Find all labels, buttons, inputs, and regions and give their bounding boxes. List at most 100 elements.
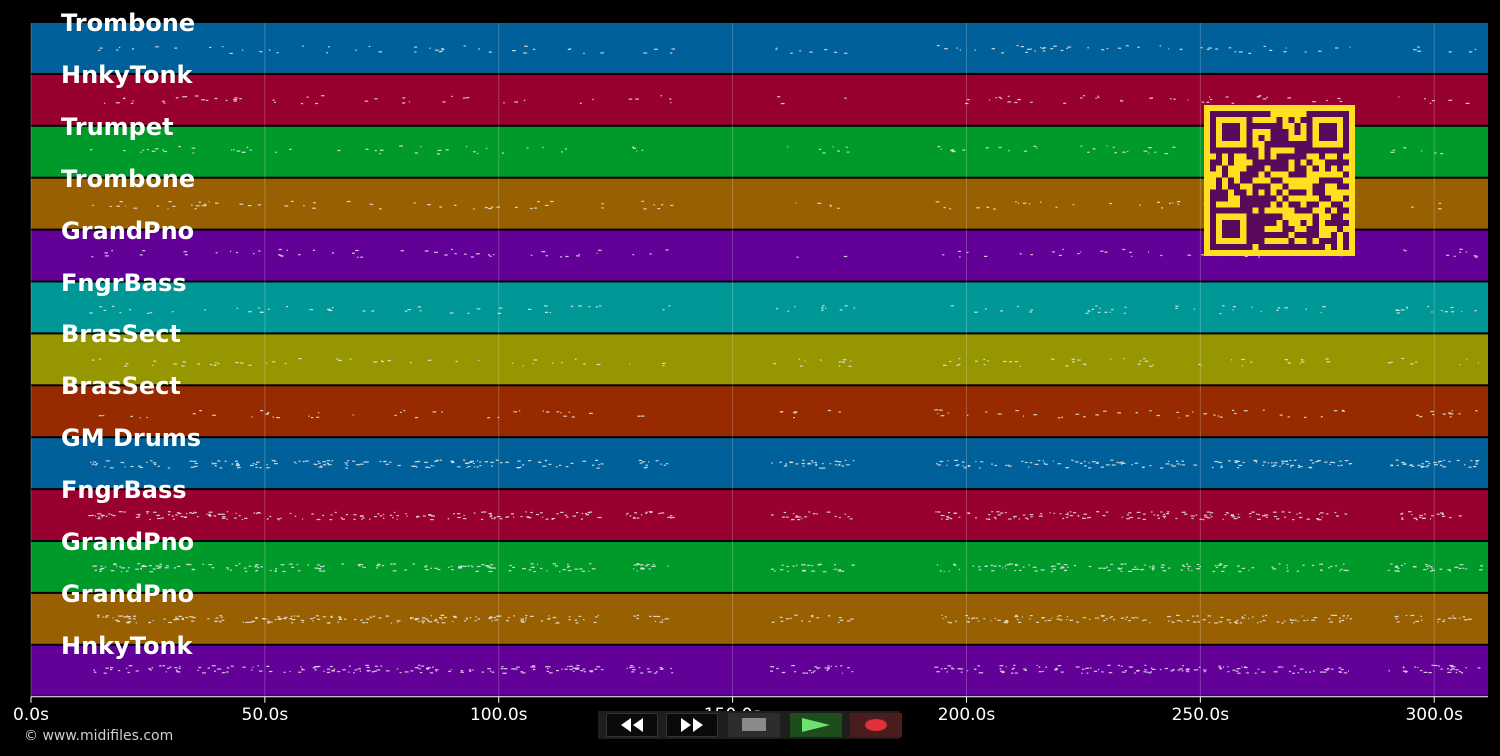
note-mark xyxy=(781,671,786,674)
note-mark xyxy=(801,620,803,622)
note-mark xyxy=(1192,615,1195,617)
note-mark xyxy=(972,565,975,567)
note-mark xyxy=(366,666,370,668)
note-mark xyxy=(1461,311,1463,313)
note-mark xyxy=(172,205,176,207)
note-mark xyxy=(1265,516,1268,518)
note-mark xyxy=(1176,620,1181,622)
note-mark xyxy=(1431,568,1433,570)
note-mark xyxy=(513,615,515,617)
note-mark xyxy=(990,620,992,622)
note-mark xyxy=(1251,306,1253,308)
note-mark xyxy=(313,617,316,619)
fast-forward-icon xyxy=(681,718,703,732)
note-mark xyxy=(148,668,151,670)
note-mark xyxy=(1459,248,1463,250)
note-mark xyxy=(780,103,785,105)
note-mark xyxy=(1237,513,1239,515)
note-mark xyxy=(1142,358,1146,360)
note-mark xyxy=(1257,518,1261,520)
rewind-button[interactable] xyxy=(606,713,658,737)
note-mark xyxy=(996,511,1000,513)
play-button[interactable] xyxy=(790,713,842,737)
note-mark xyxy=(1060,49,1064,52)
note-mark xyxy=(802,459,805,461)
note-mark xyxy=(1410,363,1414,365)
note-mark xyxy=(1041,617,1045,619)
note-mark xyxy=(150,460,153,462)
note-mark xyxy=(429,672,433,674)
note-mark xyxy=(1273,515,1277,518)
note-mark xyxy=(1401,512,1404,514)
note-mark xyxy=(645,511,648,513)
note-mark xyxy=(168,201,172,203)
note-mark xyxy=(383,517,385,519)
note-mark xyxy=(636,570,638,572)
note-mark xyxy=(787,570,789,572)
stop-button[interactable] xyxy=(728,713,780,737)
note-mark xyxy=(1143,619,1147,621)
note-mark xyxy=(149,518,151,521)
note-mark xyxy=(183,251,188,253)
note-mark xyxy=(771,621,774,623)
note-mark xyxy=(524,45,528,47)
note-mark xyxy=(1459,364,1461,366)
note-mark xyxy=(242,621,244,623)
note-mark xyxy=(1088,462,1090,464)
note-mark xyxy=(1160,511,1163,513)
note-mark xyxy=(433,620,438,622)
note-mark xyxy=(1320,312,1322,314)
note-mark xyxy=(117,620,121,623)
note-mark xyxy=(816,667,821,669)
note-mark xyxy=(176,512,180,514)
note-mark xyxy=(274,619,277,621)
note-mark xyxy=(420,146,422,148)
note-mark xyxy=(1103,567,1107,569)
note-mark xyxy=(1008,518,1012,520)
note-mark xyxy=(484,461,488,463)
note-mark xyxy=(939,570,942,572)
note-mark xyxy=(1162,515,1167,517)
record-button[interactable] xyxy=(850,713,902,737)
note-mark xyxy=(1191,570,1193,572)
note-mark xyxy=(773,570,776,572)
note-mark xyxy=(488,51,492,53)
note-mark xyxy=(830,665,832,667)
fast-forward-button[interactable] xyxy=(666,713,718,737)
note-mark xyxy=(1009,361,1013,363)
note-mark xyxy=(1001,52,1005,54)
note-mark xyxy=(1401,517,1404,519)
note-mark xyxy=(476,466,479,468)
note-mark xyxy=(1427,464,1430,467)
note-mark xyxy=(365,461,369,463)
note-mark xyxy=(559,571,561,573)
note-mark xyxy=(154,463,157,466)
note-mark xyxy=(533,359,538,361)
note-mark xyxy=(100,568,104,570)
note-mark xyxy=(545,204,549,206)
note-mark xyxy=(185,96,188,98)
note-mark xyxy=(1020,46,1025,48)
note-mark xyxy=(327,46,330,48)
note-mark xyxy=(1095,305,1098,307)
note-mark xyxy=(1397,567,1400,570)
note-mark xyxy=(332,670,335,672)
note-mark xyxy=(469,669,472,671)
note-mark xyxy=(404,671,409,673)
note-mark xyxy=(1016,618,1019,621)
note-mark xyxy=(1480,565,1483,567)
note-mark xyxy=(987,518,991,520)
note-mark xyxy=(465,617,469,619)
note-mark xyxy=(1008,563,1013,565)
note-mark xyxy=(1024,669,1027,671)
note-mark xyxy=(259,467,262,469)
note-mark xyxy=(189,460,193,462)
note-mark xyxy=(1403,463,1407,465)
note-mark xyxy=(1154,151,1157,153)
note-mark xyxy=(344,618,347,620)
note-mark xyxy=(562,569,566,571)
note-mark xyxy=(991,570,995,572)
note-mark xyxy=(838,569,841,571)
note-mark xyxy=(489,255,492,257)
note-mark xyxy=(626,514,628,516)
